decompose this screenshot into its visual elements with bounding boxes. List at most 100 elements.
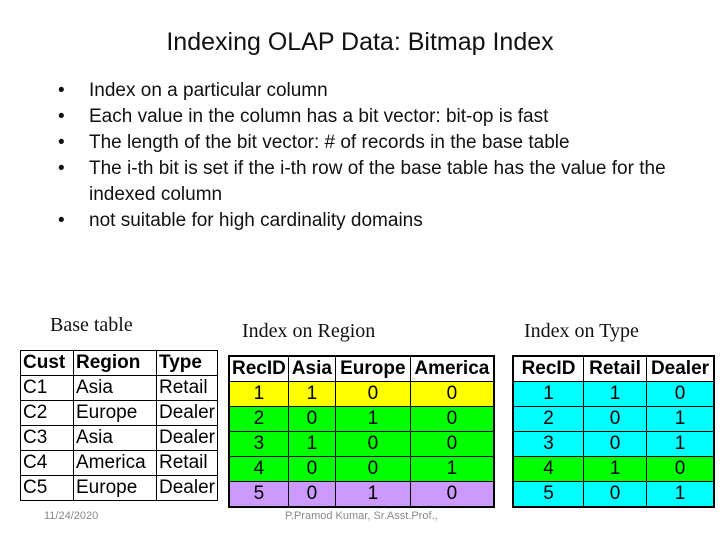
column-header: Asia (287, 355, 336, 382)
column-header: Region (73, 350, 157, 376)
bullet-text: Each value in the column has a bit vecto… (89, 106, 549, 127)
table-cell: 0 (334, 456, 411, 482)
table-cell: 5 (228, 481, 289, 508)
table-cell: 1 (583, 381, 647, 407)
table-cell: 4 (228, 456, 289, 482)
bullet-dot: • (58, 80, 65, 101)
column-header: Europe (334, 355, 411, 382)
table-cell: 5 (512, 481, 584, 508)
table-cell: Asia (73, 425, 157, 451)
footer-author: P.Pramod Kumar, Sr.Asst.Prof., (285, 510, 438, 522)
table-cell: Asia (73, 375, 157, 401)
table-cell: 0 (287, 406, 336, 432)
bullet-list: • Index on a particular column • Each valu… (54, 78, 694, 234)
table-cell: 0 (287, 481, 336, 508)
column-header: RecID (228, 355, 289, 382)
table-row: C3 Asia Dealer (20, 425, 218, 451)
table-cell: 3 (512, 431, 584, 457)
table-row: C2 Europe Dealer (20, 400, 218, 426)
table-cell: 1 (334, 481, 411, 508)
table-cell: 0 (646, 381, 715, 407)
table-cell: Dealer (156, 475, 218, 501)
table-cell: Dealer (156, 425, 218, 451)
column-header: Retail (583, 355, 647, 382)
table-cell: 1 (646, 406, 715, 432)
table-cell: 0 (287, 456, 336, 482)
table-cell: 3 (228, 431, 289, 457)
region-index-caption: Index on Region (242, 320, 376, 342)
table-cell: 0 (409, 406, 495, 432)
table-cell: C4 (20, 450, 74, 476)
column-header: Cust (20, 350, 74, 376)
column-header: Dealer (646, 355, 715, 382)
table-cell: 4 (512, 456, 584, 482)
type-index-header-row: RecID Retail Dealer (512, 355, 715, 382)
table-cell: 1 (646, 431, 715, 457)
base-table: Cust Region Type C1 Asia Retail C2 Europe De… (20, 350, 218, 501)
bullet-item: • not suitable for high cardinality domai… (54, 208, 694, 234)
column-header: Type (156, 350, 218, 376)
bullet-text: not suitable for high cardinality domain… (89, 210, 423, 231)
bullet-dot: • (58, 132, 65, 153)
table-cell: 2 (512, 406, 584, 432)
table-cell: 0 (409, 431, 495, 457)
table-cell: 1 (334, 406, 411, 432)
table-cell: 0 (583, 481, 647, 508)
base-table-header-row: Cust Region Type (20, 350, 218, 376)
table-cell: Europe (73, 475, 157, 501)
table-cell: 1 (646, 481, 715, 508)
bullet-text: The length of the bit vector: # of recor… (89, 132, 570, 153)
table-cell: C1 (20, 375, 74, 401)
footer-date: 11/24/2020 (44, 510, 99, 522)
bullet-text: The i-th bit is set if the i-th row of t… (89, 158, 666, 205)
bullet-item: • Index on a particular column (54, 78, 694, 104)
column-header: America (409, 355, 495, 382)
region-index-header-row: RecID Asia Europe America (228, 355, 495, 382)
table-cell: Europe (73, 400, 157, 426)
table-row: C1 Asia Retail (20, 375, 218, 401)
table-cell: Retail (156, 375, 218, 401)
bullet-item: • The length of the bit vector: # of reco… (54, 130, 694, 156)
bullet-dot: • (58, 106, 65, 127)
table-cell: 1 (512, 381, 584, 407)
table-cell: 0 (334, 381, 411, 407)
table-cell: 2 (228, 406, 289, 432)
table-cell: 1 (583, 456, 647, 482)
table-row: C5 Europe Dealer (20, 475, 218, 501)
column-header: RecID (512, 355, 584, 382)
table-cell: 0 (334, 431, 411, 457)
bullet-item: • The i-th bit is set if the i-th row of … (54, 156, 694, 208)
base-table-caption: Base table (50, 314, 133, 336)
table-row: C4 America Retail (20, 450, 218, 476)
table-cell: 0 (583, 406, 647, 432)
type-index-caption: Index on Type (524, 320, 639, 342)
table-cell: 1 (228, 381, 289, 407)
table-cell: 0 (409, 481, 495, 508)
table-cell: C2 (20, 400, 74, 426)
bullet-text: Index on a particular column (89, 80, 328, 101)
table-cell: 1 (287, 381, 336, 407)
bullet-dot: • (58, 210, 65, 231)
table-cell: Retail (156, 450, 218, 476)
table-cell: 0 (409, 381, 495, 407)
table-cell: America (73, 450, 157, 476)
slide-title: Indexing OLAP Data: Bitmap Index (166, 28, 554, 56)
table-cell: Dealer (156, 400, 218, 426)
table-cell: C3 (20, 425, 74, 451)
bullet-item: • Each value in the column has a bit vect… (54, 104, 694, 130)
bullet-dot: • (58, 158, 65, 179)
table-cell: 1 (409, 456, 495, 482)
table-cell: C5 (20, 475, 74, 501)
table-cell: 0 (646, 456, 715, 482)
